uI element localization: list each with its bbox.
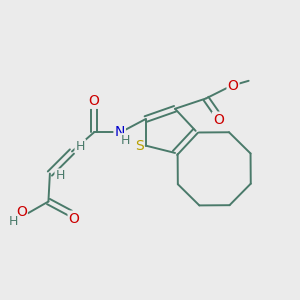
Text: N: N xyxy=(115,125,125,139)
Text: O: O xyxy=(213,113,224,127)
Text: O: O xyxy=(16,205,27,219)
Text: H: H xyxy=(121,134,130,147)
Text: O: O xyxy=(69,212,80,226)
Text: O: O xyxy=(228,79,238,93)
Text: H: H xyxy=(56,169,65,182)
Text: S: S xyxy=(135,139,143,153)
Text: O: O xyxy=(88,94,100,108)
Text: H: H xyxy=(9,215,18,228)
Text: H: H xyxy=(76,140,85,153)
